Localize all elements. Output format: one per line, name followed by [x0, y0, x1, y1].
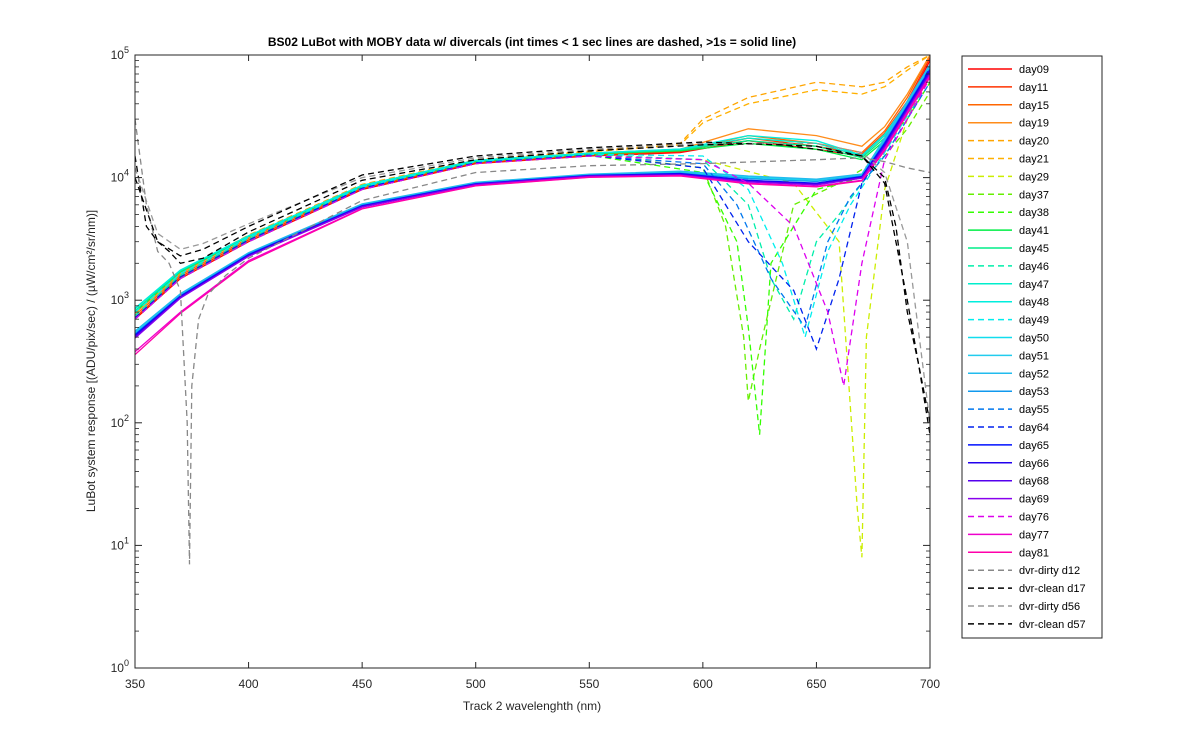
- legend: day09 day11 day15 day19 day20 day21 day29 day37…: [961, 55, 1103, 639]
- x-tick-label: 400: [239, 677, 259, 691]
- x-tick-label: 550: [579, 677, 599, 691]
- y-axis-label: LuBot system response [(ADU/pix/sec) / (…: [84, 210, 98, 512]
- y-tick-label: 105: [111, 45, 129, 62]
- legend-entry: day38: [1019, 207, 1049, 219]
- series-line-day76: [135, 77, 930, 387]
- legend-entry: day20: [1019, 136, 1049, 148]
- legend-entry: day11: [1019, 82, 1048, 94]
- series-line-dvr-dirty-d56: [135, 142, 930, 423]
- y-tick-base: 10: [111, 661, 125, 675]
- series-line-dvr-dirty-d12: [135, 119, 930, 565]
- y-tick-exponent: 3: [124, 290, 129, 300]
- legend-entry: dvr-clean d57: [1019, 619, 1086, 631]
- legend-entry: day52: [1019, 368, 1049, 380]
- plot-frame: [134, 54, 931, 669]
- y-tick-exponent: 4: [124, 168, 129, 178]
- legend-entry: day55: [1019, 404, 1049, 416]
- y-tick-base: 10: [111, 538, 125, 552]
- x-tick-label: 650: [806, 677, 826, 691]
- legend-entry: day68: [1019, 476, 1049, 488]
- legend-entry: dvr-dirty d12: [1019, 565, 1080, 577]
- legend-entry: day48: [1019, 297, 1049, 309]
- series-line-day20: [135, 55, 930, 313]
- legend-entry: day45: [1019, 243, 1049, 255]
- legend-entry: day41: [1019, 225, 1049, 237]
- y-tick-base: 10: [111, 171, 125, 185]
- series-line-day52: [135, 63, 930, 332]
- y-tick-exponent: 5: [124, 45, 129, 55]
- legend-entry: day49: [1019, 315, 1049, 327]
- legend-entry: day15: [1019, 100, 1049, 112]
- legend-entry: day37: [1019, 189, 1049, 201]
- chart-title: BS02 LuBot with MOBY data w/ divercals (…: [268, 35, 796, 49]
- plot-area: [135, 55, 930, 668]
- y-tick-base: 10: [111, 293, 125, 307]
- series-line-dvr-clean-d17: [135, 142, 930, 435]
- x-tick-label: 500: [466, 677, 486, 691]
- legend-entry: day29: [1019, 171, 1049, 183]
- y-tick-base: 10: [111, 416, 125, 430]
- series-line-day48: [135, 65, 930, 309]
- y-tick-exponent: 1: [124, 535, 129, 545]
- legend-entry: day77: [1019, 529, 1049, 541]
- x-axis-label: Track 2 wavelenghth (nm): [463, 699, 601, 713]
- legend-entry: day53: [1019, 386, 1049, 398]
- x-axis: 350 400 450 500 550 600 650 700: [125, 55, 940, 691]
- y-tick-base: 10: [111, 48, 125, 62]
- y-tick-label: 101: [111, 535, 129, 552]
- legend-entry: dvr-dirty d56: [1019, 601, 1080, 613]
- legend-entry: day81: [1019, 547, 1049, 559]
- legend-entry: day21: [1019, 154, 1049, 166]
- legend-entry: day64: [1019, 422, 1049, 434]
- series-line-day46: [135, 73, 930, 321]
- x-tick-label: 450: [352, 677, 372, 691]
- x-tick-label: 350: [125, 677, 145, 691]
- legend-entry: day66: [1019, 458, 1049, 470]
- x-tick-label: 600: [693, 677, 713, 691]
- legend-entry: day50: [1019, 333, 1049, 345]
- y-tick-label: 104: [111, 168, 129, 185]
- series-line-day21: [135, 55, 930, 314]
- y-tick-label: 100: [111, 658, 129, 675]
- y-tick-label: 103: [111, 290, 129, 307]
- legend-entry: day47: [1019, 279, 1049, 291]
- legend-entry: day09: [1019, 64, 1049, 76]
- legend-entry: day69: [1019, 494, 1049, 506]
- legend-entry: day51: [1019, 350, 1049, 362]
- series-line-day81: [135, 76, 930, 356]
- legend-box: [961, 55, 1103, 639]
- legend-entry: day65: [1019, 440, 1049, 452]
- legend-entry: dvr-clean d17: [1019, 583, 1086, 595]
- x-tick-label: 700: [920, 677, 940, 691]
- series-line-dvr-clean-d57: [135, 141, 930, 423]
- y-tick-label: 102: [111, 413, 129, 430]
- legend-entry: day76: [1019, 512, 1049, 524]
- series-layer: [135, 55, 930, 565]
- legend-entry: day46: [1019, 261, 1049, 273]
- y-tick-exponent: 0: [124, 658, 129, 668]
- legend-entry: day19: [1019, 118, 1049, 130]
- y-tick-exponent: 2: [124, 413, 129, 423]
